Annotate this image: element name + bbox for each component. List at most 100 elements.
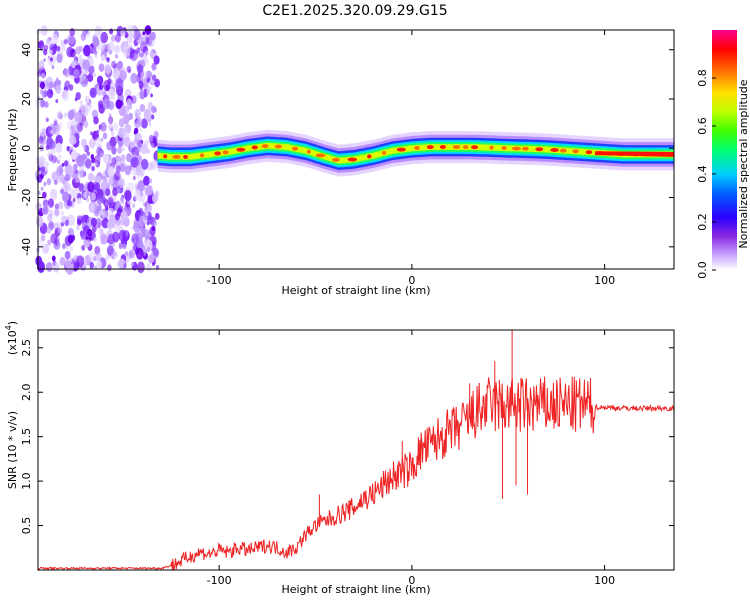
colorbar-tick-label: 0.8: [696, 69, 709, 87]
noise-blob: [138, 81, 144, 89]
noise-blob: [46, 226, 52, 234]
noise-blob: [136, 92, 141, 99]
noise-blob: [103, 80, 111, 92]
noise-blob: [42, 127, 47, 134]
noise-blob: [70, 118, 76, 127]
noise-blob: [40, 234, 46, 242]
noise-blob: [104, 200, 109, 206]
ridge-peak: [414, 145, 420, 150]
colorbar-gradient: [712, 30, 737, 270]
noise-blob: [83, 191, 88, 199]
noise-blob: [51, 155, 57, 164]
ridge-peak: [291, 146, 299, 151]
noise-blob: [122, 243, 127, 250]
x-tick-label: 0: [408, 274, 415, 287]
noise-blob: [92, 46, 98, 55]
noise-blob: [147, 149, 151, 154]
noise-blob: [146, 203, 152, 213]
x-tick-label: 0: [408, 574, 415, 587]
noise-blob: [89, 87, 97, 99]
noise-blob: [147, 215, 154, 225]
ridge-peak: [396, 147, 406, 152]
noise-blob: [145, 185, 153, 196]
noise-blob: [63, 180, 68, 187]
noise-blob: [124, 123, 132, 134]
noise-blob: [45, 167, 49, 171]
noise-blob: [144, 139, 149, 147]
noise-blob: [137, 261, 145, 274]
noise-blob: [139, 48, 143, 54]
colorbar-tick-label: 0.0: [696, 261, 709, 279]
noise-blob: [88, 251, 96, 262]
noise-blob: [79, 169, 86, 178]
noise-blob: [64, 250, 71, 260]
noise-blob: [137, 241, 141, 246]
noise-blob: [124, 165, 132, 176]
noise-blob: [97, 100, 104, 109]
noise-blob: [136, 117, 143, 127]
colorbar-tick-label: 0.6: [696, 117, 709, 135]
noise-blob: [43, 208, 48, 215]
x-tick-label: 100: [594, 274, 615, 287]
noise-blob: [120, 197, 125, 203]
noise-blob: [105, 205, 109, 211]
noise-blob: [85, 158, 92, 169]
noise-blob: [67, 234, 74, 244]
noise-blob: [151, 74, 157, 82]
ridge-peak: [426, 145, 434, 150]
snr-series: [37, 330, 674, 571]
noise-blob: [89, 203, 96, 213]
spectrogram-frame: [37, 29, 675, 270]
colorbar-tick-label: 0.2: [696, 213, 709, 231]
noise-blob: [93, 236, 97, 243]
noise-blob: [63, 38, 68, 45]
spectral-ridge: [157, 129, 674, 177]
noise-blob: [68, 245, 74, 253]
ridge-peak: [200, 153, 205, 158]
noise-blob: [86, 228, 93, 237]
noise-blob: [63, 68, 71, 78]
snr-multiplier-close: ): [6, 321, 19, 325]
noise-blob: [41, 206, 48, 215]
y-tick-label: 2.0: [20, 383, 33, 401]
x-tick-label: -100: [207, 574, 232, 587]
ridge-peak: [462, 145, 469, 149]
noise-blob: [103, 153, 110, 164]
noise-blob: [96, 75, 104, 86]
noise-blob: [151, 225, 156, 232]
noise-blob: [38, 60, 45, 70]
noise-blob: [114, 33, 121, 43]
noise-blob: [135, 189, 142, 199]
noise-blob: [75, 92, 81, 100]
noise-blob: [120, 28, 126, 38]
noise-blob: [123, 263, 127, 269]
noise-blob: [52, 148, 56, 154]
ridge-peak: [172, 154, 181, 159]
noise-blob: [118, 139, 124, 148]
noise-blob: [95, 252, 102, 262]
noise-blob: [98, 83, 103, 91]
noise-blob: [53, 43, 57, 50]
noise-blob: [106, 144, 110, 149]
noise-blob: [87, 181, 95, 193]
noise-blob: [76, 218, 82, 226]
noise-blob: [106, 245, 114, 256]
ridge-peak: [471, 145, 479, 150]
noise-blob: [65, 167, 70, 174]
noise-blob: [114, 171, 121, 181]
noise-blob: [98, 63, 105, 72]
noise-blob: [141, 118, 148, 129]
noise-blob: [62, 243, 66, 250]
noise-blob: [118, 127, 126, 138]
noise-blob: [83, 240, 89, 249]
snr-frame: [37, 329, 675, 571]
noise-blob: [60, 188, 65, 195]
noise-blob: [143, 92, 148, 98]
noise-blob: [135, 120, 139, 126]
noise-blob: [42, 243, 50, 254]
noise-blob: [58, 154, 62, 159]
noise-blob: [147, 162, 154, 171]
spectrogram-panel: -100 0 100 -40 -20 0 20 40 Height of straight …: [6, 24, 675, 297]
noise-blob: [64, 80, 71, 90]
noise-blob: [150, 114, 155, 120]
